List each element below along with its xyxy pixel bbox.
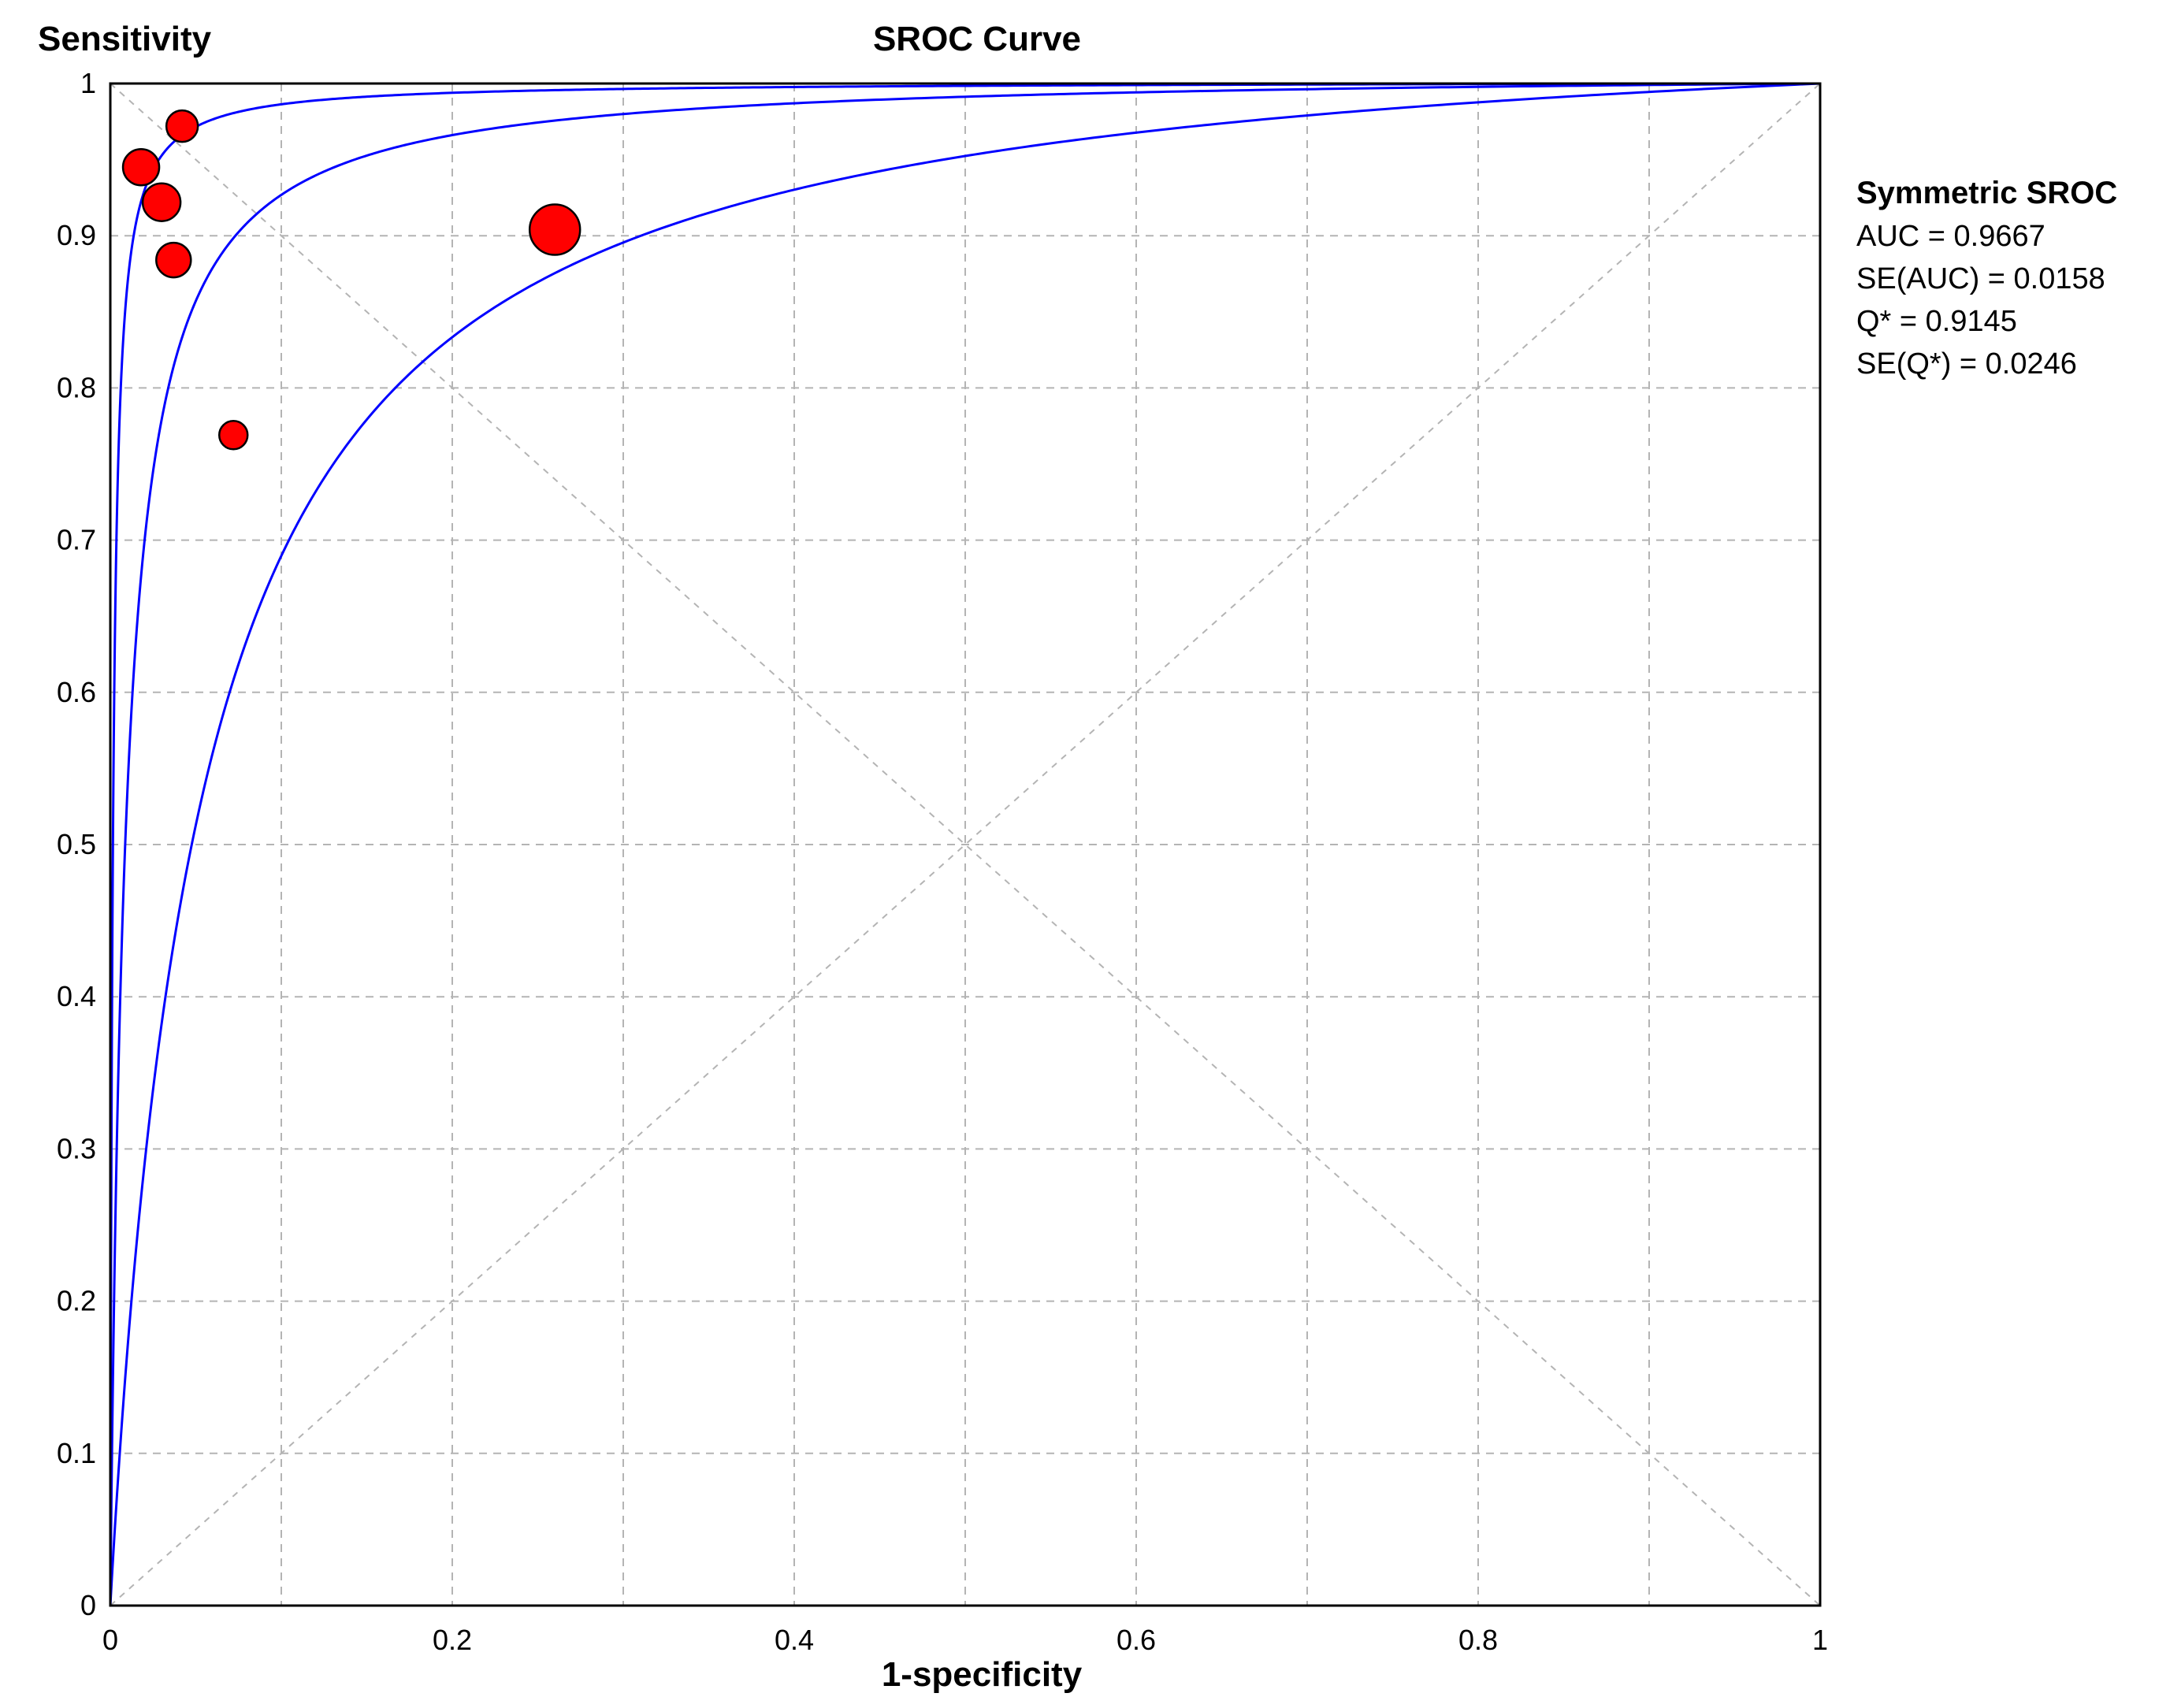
y-tick-label: 0.4 (57, 980, 96, 1012)
sroc-upper-ci-curve (109, 82, 1821, 1606)
y-tick-label: 0 (80, 1589, 96, 1621)
x-axis-label: 1-specificity (882, 1655, 1083, 1694)
stats-se-q-star: SE(Q*) = 0.0246 (1856, 347, 2077, 381)
study-point (528, 203, 581, 256)
x-tick-label: 1 (1812, 1624, 1828, 1656)
chance-diagonal (110, 83, 1821, 1606)
sroc-lower-ci-curve (109, 82, 1821, 1606)
study-points (121, 109, 581, 451)
stats-q-star: Q* = 0.9145 (1856, 305, 2017, 338)
stats-se-auc: SE(AUC) = 0.0158 (1856, 262, 2105, 295)
x-tick-labels: 0 0.2 0.4 0.6 0.8 1 (102, 1624, 1828, 1656)
anti-diagonal (110, 83, 1821, 1606)
sroc-curve (109, 82, 1821, 1606)
study-point (121, 148, 161, 187)
x-tick-label: 0 (102, 1624, 118, 1656)
study-point (165, 109, 199, 143)
y-tick-labels: 0 0.1 0.2 0.3 0.4 0.5 0.6 0.7 0.8 0.9 1 (57, 67, 96, 1621)
reference-diagonals (110, 83, 1821, 1606)
y-tick-label: 1 (80, 67, 96, 99)
y-tick-label: 0.6 (57, 676, 96, 708)
x-tick-label: 0.6 (1117, 1624, 1156, 1656)
sroc-curves (109, 82, 1821, 1606)
y-tick-label: 0.1 (57, 1437, 96, 1469)
plot-area-frame (109, 82, 1822, 1607)
chart-title: SROC Curve (873, 20, 1081, 58)
stats-auc: AUC = 0.9667 (1856, 220, 2045, 253)
x-tick-label: 0.4 (775, 1624, 814, 1656)
y-axis-label: Sensitivity (38, 20, 212, 58)
stats-title: Symmetric SROC (1856, 176, 2117, 210)
y-tick-label: 0.9 (57, 219, 96, 251)
x-tick-label: 0.8 (1458, 1624, 1498, 1656)
x-tick-label: 0.2 (433, 1624, 472, 1656)
study-point (217, 420, 249, 451)
study-point (141, 182, 182, 222)
y-tick-label: 0.5 (57, 828, 96, 860)
y-tick-label: 0.2 (57, 1285, 96, 1317)
y-tick-label: 0.8 (57, 371, 96, 403)
y-tick-label: 0.7 (57, 524, 96, 556)
stats-legend: Symmetric SROC AUC = 0.9667 SE(AUC) = 0.… (1856, 176, 2117, 381)
y-tick-label: 0.3 (57, 1132, 96, 1164)
study-point (155, 241, 192, 279)
